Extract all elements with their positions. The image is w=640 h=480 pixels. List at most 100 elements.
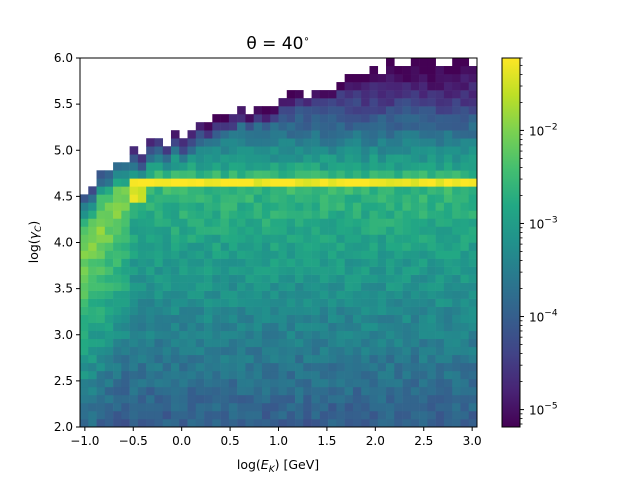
heatmap-cell <box>212 138 221 147</box>
heatmap-cell <box>460 290 470 299</box>
heatmap-cell <box>129 402 139 412</box>
heatmap-cell <box>253 314 263 324</box>
heatmap-cell <box>261 378 271 388</box>
heatmap-cell <box>452 90 461 99</box>
heatmap-cell <box>212 354 221 364</box>
heatmap-cell <box>311 250 321 259</box>
heatmap-cell <box>96 386 106 396</box>
heatmap-cell <box>468 242 478 251</box>
heatmap-cell <box>195 330 205 340</box>
heatmap-cell <box>179 362 188 372</box>
heatmap-cell <box>435 378 445 388</box>
heatmap-cell <box>88 362 97 372</box>
heatmap-cell <box>377 122 387 131</box>
heatmap-cell <box>121 266 130 275</box>
heatmap-cell <box>113 322 122 332</box>
heatmap-cell <box>129 202 139 211</box>
heatmap-cell <box>410 234 420 243</box>
heatmap-cell <box>154 218 164 227</box>
heatmap-cell <box>195 282 205 291</box>
heatmap-cell <box>88 234 97 243</box>
heatmap-cell <box>344 354 354 364</box>
heatmap-cell <box>137 290 147 299</box>
heatmap-cell <box>286 226 296 235</box>
heatmap-cell <box>369 338 379 348</box>
heatmap-cell <box>245 194 254 203</box>
heatmap-cell <box>452 194 461 203</box>
heatmap-cell <box>170 210 180 219</box>
heatmap-cell <box>336 226 345 235</box>
heatmap-cell <box>88 218 97 227</box>
heatmap-cell <box>328 362 337 372</box>
heatmap-cell <box>245 114 254 123</box>
heatmap-cell <box>237 242 246 251</box>
heatmap-cell <box>344 218 354 227</box>
heatmap-cell <box>204 146 213 155</box>
heatmap-cell <box>319 178 329 187</box>
heatmap-cell <box>245 306 254 315</box>
heatmap-cell <box>121 242 130 251</box>
heatmap-cell <box>369 298 379 307</box>
heatmap-cell <box>245 354 254 364</box>
heatmap-cell <box>96 354 106 364</box>
heatmap-cell <box>386 234 395 243</box>
heatmap-cell <box>377 338 387 348</box>
heatmap-cell <box>311 130 321 139</box>
heatmap-cell <box>220 186 230 195</box>
heatmap-cell <box>195 146 205 155</box>
heatmap-cell <box>187 338 197 348</box>
heatmap-cell <box>278 418 288 428</box>
heatmap-cell <box>154 146 164 155</box>
heatmap-cell <box>146 298 155 307</box>
heatmap-cell <box>452 338 461 348</box>
heatmap-cell <box>303 186 312 195</box>
heatmap-cell <box>452 74 461 83</box>
heatmap-cell <box>137 314 147 324</box>
heatmap-cell <box>237 154 246 163</box>
heatmap-cell <box>261 274 271 283</box>
heatmap-cell <box>237 402 246 412</box>
heatmap-cell <box>419 322 428 332</box>
heatmap-cell <box>419 82 428 91</box>
heatmap-cell <box>311 362 321 372</box>
heatmap-cell <box>361 306 370 315</box>
heatmap-cell <box>419 314 428 324</box>
heatmap-cell <box>369 314 379 324</box>
heatmap-cell <box>319 306 329 315</box>
heatmap-cell <box>443 410 453 420</box>
heatmap-cell <box>179 330 188 340</box>
heatmap-cell <box>303 282 312 291</box>
heatmap-cell <box>344 338 354 348</box>
heatmap-cell <box>170 266 180 275</box>
heatmap-cell <box>129 346 139 356</box>
heatmap-cell <box>80 226 89 235</box>
heatmap-cell <box>377 154 387 163</box>
heatmap-cell <box>245 402 254 412</box>
heatmap-cell <box>336 266 345 275</box>
heatmap-cell <box>328 330 337 340</box>
heatmap-cell <box>319 90 329 99</box>
heatmap-cell <box>195 362 205 372</box>
heatmap-cell <box>154 402 164 412</box>
heatmap-cell <box>303 162 312 171</box>
heatmap-cell <box>377 186 387 195</box>
heatmap-cell <box>253 330 263 340</box>
heatmap-cell <box>187 266 197 275</box>
heatmap-cell <box>228 178 238 187</box>
heatmap-cell <box>170 418 180 428</box>
heatmap-cell <box>278 402 288 412</box>
heatmap-cell <box>146 170 155 179</box>
heatmap-cell <box>121 346 130 356</box>
heatmap-cell <box>452 234 461 243</box>
heatmap-cell <box>427 322 436 332</box>
heatmap-cell <box>154 354 164 364</box>
heatmap-cell <box>443 138 453 147</box>
heatmap-cell <box>270 170 279 179</box>
heatmap-cell <box>468 314 478 324</box>
heatmap-cell <box>88 386 97 396</box>
heatmap-cell <box>137 402 147 412</box>
heatmap-cell <box>253 242 263 251</box>
heatmap-cell <box>427 306 436 315</box>
heatmap-cell <box>204 394 213 404</box>
heatmap-cell <box>402 106 412 115</box>
